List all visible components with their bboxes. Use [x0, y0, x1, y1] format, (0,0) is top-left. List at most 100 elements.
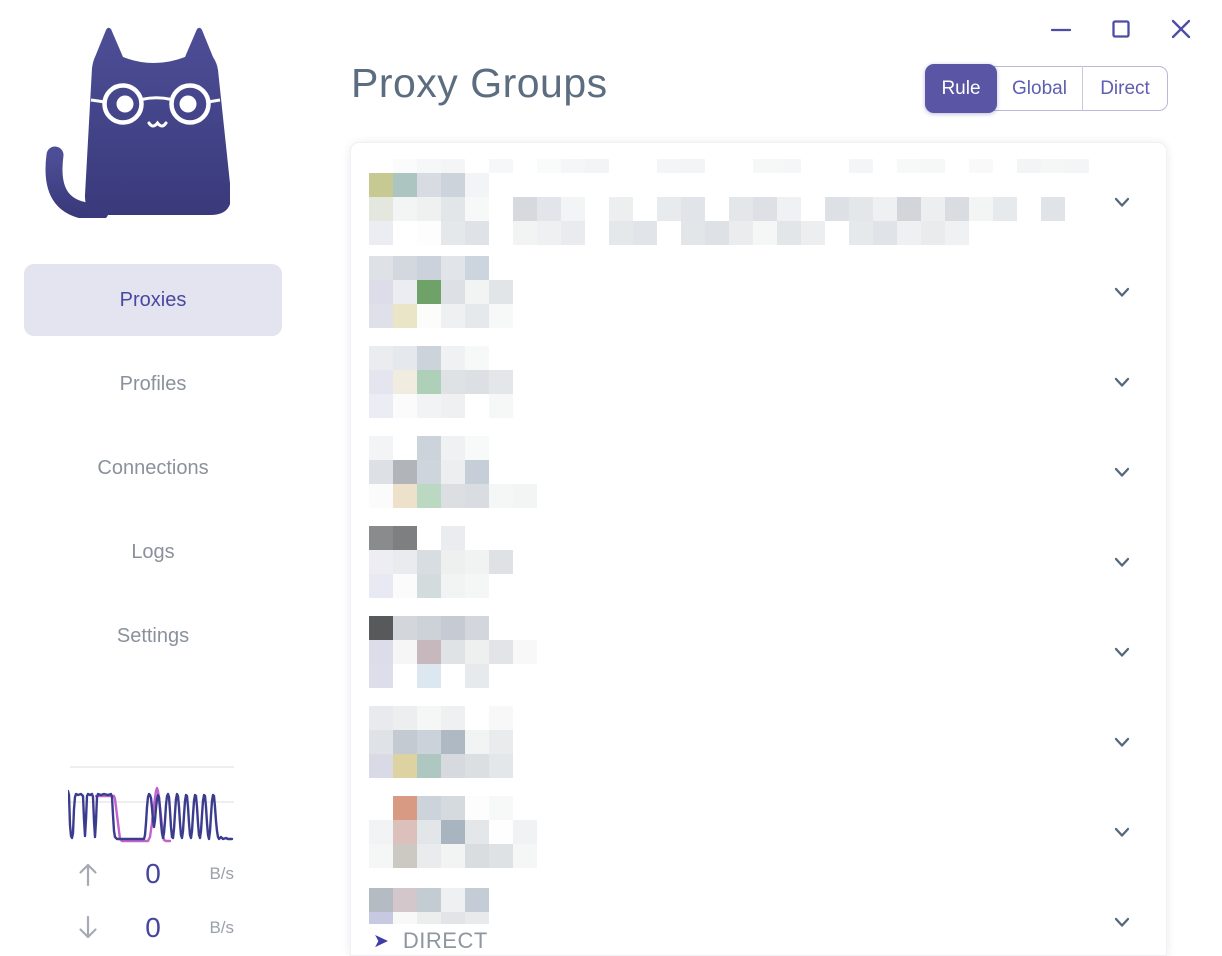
- blur-pixel: [441, 754, 465, 778]
- chevron-down-icon[interactable]: [1111, 821, 1133, 843]
- blur-pixel: [465, 616, 489, 640]
- chevron-down-icon[interactable]: [1111, 911, 1133, 933]
- blur-pixel: [705, 221, 729, 245]
- blur-pixel: [393, 888, 417, 912]
- blur-pixel: [633, 159, 657, 173]
- chevron-down-icon[interactable]: [1111, 551, 1133, 573]
- proxy-group-row[interactable]: ➤ DIRECT: [351, 877, 1166, 955]
- blur-pixel: [873, 221, 897, 245]
- blur-pixel: [561, 197, 585, 221]
- blur-pixel: [489, 159, 513, 173]
- blur-pixel: [609, 221, 633, 245]
- close-icon: [1171, 19, 1191, 38]
- blur-pixel: [417, 754, 441, 778]
- blur-pixel: [441, 346, 465, 370]
- blur-pixel: [417, 664, 441, 688]
- proxy-group-row[interactable]: [351, 697, 1166, 787]
- blur-pixel: [393, 159, 417, 173]
- blur-pixel: [777, 221, 801, 245]
- blur-pixel: [921, 221, 945, 245]
- blur-pixel: [993, 197, 1017, 221]
- blur-pixel: [441, 664, 465, 688]
- sidebar-item-logs[interactable]: Logs: [131, 540, 175, 563]
- blur-pixel: [369, 460, 393, 484]
- proxy-group-row[interactable]: [351, 427, 1166, 517]
- proxy-group-row[interactable]: [351, 337, 1166, 427]
- mode-button-rule[interactable]: Rule: [925, 64, 997, 113]
- blur-pixel: [393, 754, 417, 778]
- maximize-button[interactable]: [1109, 16, 1133, 44]
- blur-pixel: [393, 550, 417, 574]
- sidebar-item-connections[interactable]: Connections: [97, 456, 209, 479]
- mode-button-direct[interactable]: Direct: [1083, 66, 1167, 111]
- sidebar-item-proxies[interactable]: Proxies: [24, 264, 282, 336]
- proxy-group-row[interactable]: [351, 787, 1166, 877]
- blurred-group-content: [369, 346, 513, 418]
- blur-pixel: [969, 159, 993, 173]
- blur-pixel: [393, 820, 417, 844]
- blur-pixel: [489, 370, 513, 394]
- download-stat-row: 0 B/s: [68, 911, 236, 945]
- blur-pixel: [513, 640, 537, 664]
- blur-pixel: [417, 706, 441, 730]
- blur-pixel: [657, 159, 681, 173]
- blur-pixel: [465, 844, 489, 868]
- close-button[interactable]: [1169, 16, 1193, 44]
- blur-pixel: [489, 484, 513, 508]
- mode-button-global[interactable]: Global: [997, 66, 1083, 111]
- blur-pixel: [441, 304, 465, 328]
- chevron-down-icon[interactable]: [1111, 641, 1133, 663]
- blur-pixel: [465, 173, 489, 197]
- chevron-down-icon[interactable]: [1111, 731, 1133, 753]
- blur-pixel: [729, 221, 753, 245]
- chevron-down-icon[interactable]: [1111, 191, 1133, 213]
- blur-pixel: [417, 550, 441, 574]
- send-arrow-icon: ➤: [373, 930, 389, 952]
- arrow-up-icon: [79, 863, 97, 887]
- blur-pixel: [369, 346, 393, 370]
- blurred-group-content: [369, 526, 513, 598]
- minimize-button[interactable]: [1049, 16, 1073, 44]
- blur-pixel: [921, 159, 945, 173]
- blur-pixel: [417, 820, 441, 844]
- blur-pixel: [369, 159, 393, 173]
- cat-mouth: [147, 120, 168, 128]
- blur-pixel: [465, 304, 489, 328]
- blur-pixel: [417, 844, 441, 868]
- blur-pixel: [369, 280, 393, 304]
- blur-pixel: [585, 159, 609, 173]
- proxy-node-direct[interactable]: ➤ DIRECT: [369, 926, 489, 955]
- blur-pixel: [417, 256, 441, 280]
- blur-pixel: [993, 159, 1017, 173]
- blurred-group-content: [369, 159, 1089, 245]
- blur-pixel: [849, 159, 873, 173]
- blur-pixel: [489, 550, 513, 574]
- chevron-down-icon[interactable]: [1111, 461, 1133, 483]
- proxy-group-row[interactable]: [351, 157, 1166, 247]
- blur-pixel: [465, 484, 489, 508]
- blur-pixel: [441, 706, 465, 730]
- sidebar-item-settings[interactable]: Settings: [116, 624, 190, 647]
- blur-pixel: [441, 550, 465, 574]
- page-title: Proxy Groups: [351, 60, 608, 106]
- blur-pixel: [417, 346, 441, 370]
- blur-pixel: [513, 484, 537, 508]
- blur-pixel: [369, 370, 393, 394]
- proxy-group-row[interactable]: [351, 247, 1166, 337]
- blur-pixel: [393, 844, 417, 868]
- blur-pixel: [417, 484, 441, 508]
- blur-pixel: [369, 706, 393, 730]
- blur-pixel: [393, 304, 417, 328]
- blur-pixel: [537, 197, 561, 221]
- blur-pixel: [465, 640, 489, 664]
- chevron-down-icon[interactable]: [1111, 281, 1133, 303]
- proxy-group-row[interactable]: [351, 517, 1166, 607]
- blur-pixel: [465, 664, 489, 688]
- window-controls: [1049, 16, 1193, 44]
- blur-pixel: [633, 197, 657, 221]
- chevron-down-icon[interactable]: [1111, 371, 1133, 393]
- sidebar-item-profiles[interactable]: Profiles: [119, 372, 187, 395]
- blur-pixel: [561, 221, 585, 245]
- proxy-group-row[interactable]: [351, 607, 1166, 697]
- blur-pixel: [441, 436, 465, 460]
